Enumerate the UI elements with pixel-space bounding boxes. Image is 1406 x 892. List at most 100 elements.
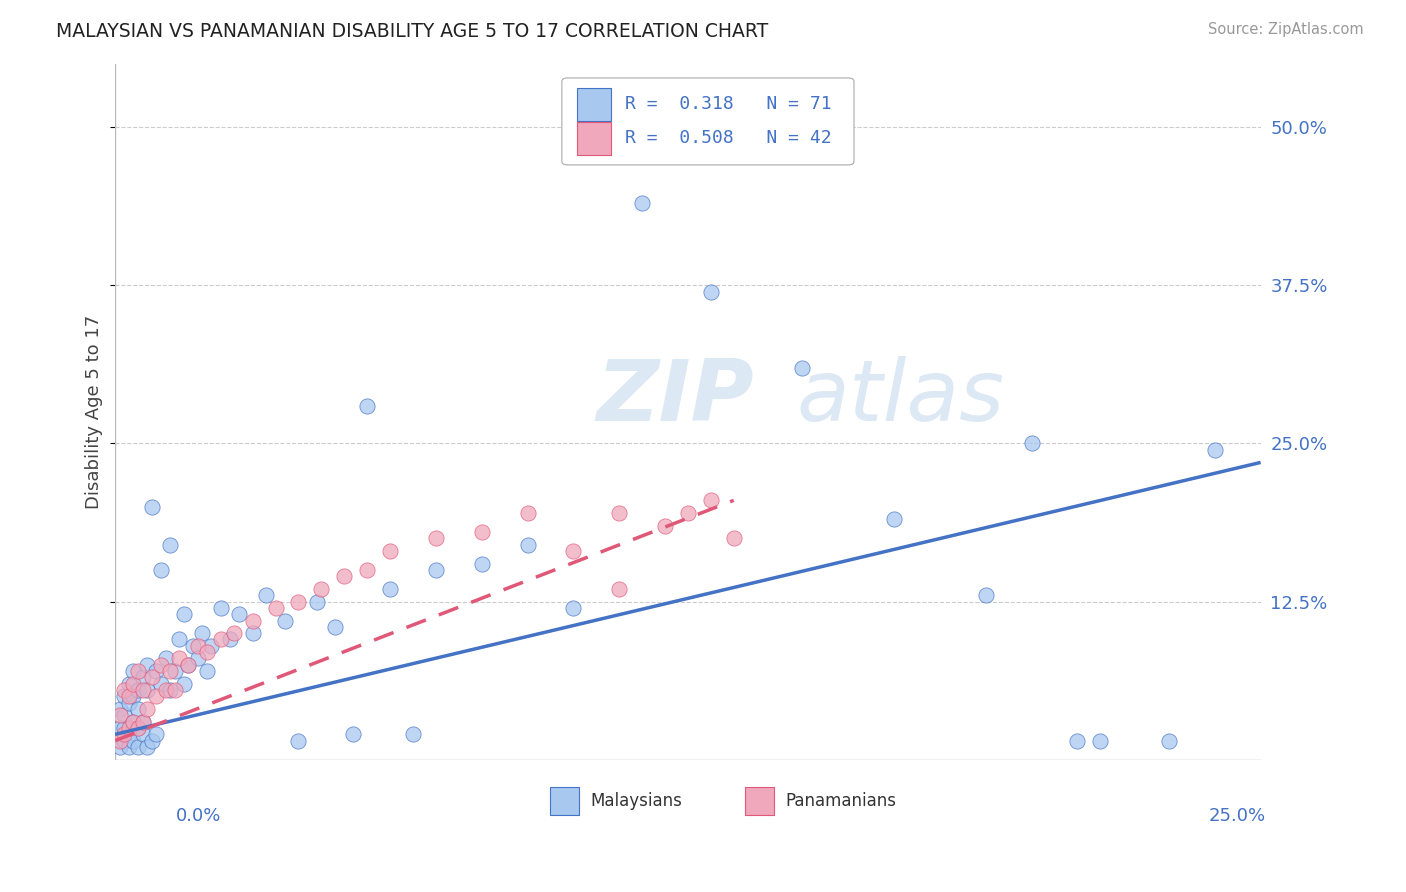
Point bbox=[224, 626, 246, 640]
Point bbox=[131, 714, 153, 729]
Point bbox=[425, 531, 447, 545]
Point bbox=[131, 670, 153, 684]
Point bbox=[631, 196, 654, 211]
Point bbox=[145, 664, 167, 678]
Point bbox=[1066, 733, 1088, 747]
Text: Malaysians: Malaysians bbox=[591, 792, 682, 810]
Point bbox=[173, 677, 195, 691]
Text: 0.0%: 0.0% bbox=[176, 807, 221, 825]
Point bbox=[1090, 733, 1112, 747]
Point bbox=[159, 538, 181, 552]
Text: R =  0.508   N = 42: R = 0.508 N = 42 bbox=[624, 129, 831, 147]
Y-axis label: Disability Age 5 to 17: Disability Age 5 to 17 bbox=[86, 315, 103, 509]
Point bbox=[118, 696, 141, 710]
Point bbox=[425, 563, 447, 577]
Point bbox=[118, 721, 141, 735]
FancyBboxPatch shape bbox=[550, 788, 579, 815]
Text: atlas: atlas bbox=[797, 357, 1005, 440]
FancyBboxPatch shape bbox=[745, 788, 773, 815]
Point bbox=[700, 285, 723, 299]
Point bbox=[131, 714, 153, 729]
Point bbox=[159, 664, 181, 678]
Point bbox=[516, 506, 538, 520]
Point bbox=[516, 538, 538, 552]
Text: Panamanians: Panamanians bbox=[785, 792, 896, 810]
Point bbox=[676, 506, 699, 520]
Point bbox=[112, 708, 135, 723]
Point bbox=[883, 512, 905, 526]
Point bbox=[1021, 436, 1043, 450]
Point bbox=[145, 690, 167, 704]
Point bbox=[127, 664, 149, 678]
Point bbox=[127, 739, 149, 754]
Point bbox=[122, 733, 145, 747]
Point bbox=[187, 639, 209, 653]
Point bbox=[471, 557, 494, 571]
Point bbox=[378, 582, 401, 596]
Point bbox=[792, 360, 814, 375]
Point bbox=[131, 683, 153, 698]
Point bbox=[127, 683, 149, 698]
Point bbox=[155, 651, 177, 665]
Point bbox=[136, 657, 159, 672]
Point bbox=[333, 569, 356, 583]
Point bbox=[141, 733, 163, 747]
Point bbox=[195, 664, 218, 678]
Point bbox=[169, 632, 191, 647]
Point bbox=[311, 582, 333, 596]
Point bbox=[136, 739, 159, 754]
Point bbox=[323, 620, 346, 634]
Point bbox=[108, 733, 131, 747]
Point bbox=[200, 639, 222, 653]
Point bbox=[173, 607, 195, 622]
Point bbox=[1204, 442, 1226, 457]
Point bbox=[122, 714, 145, 729]
Point bbox=[402, 727, 425, 741]
Point bbox=[177, 657, 200, 672]
FancyBboxPatch shape bbox=[576, 122, 612, 155]
Point bbox=[118, 690, 141, 704]
Point bbox=[122, 690, 145, 704]
Point bbox=[149, 563, 172, 577]
Point bbox=[607, 582, 630, 596]
Point bbox=[108, 721, 131, 735]
Point bbox=[191, 626, 214, 640]
Point bbox=[654, 518, 676, 533]
Point bbox=[141, 500, 163, 514]
Point bbox=[607, 506, 630, 520]
Point bbox=[242, 626, 264, 640]
Point bbox=[145, 727, 167, 741]
Point bbox=[187, 651, 209, 665]
Point bbox=[112, 690, 135, 704]
Point bbox=[136, 683, 159, 698]
Text: Source: ZipAtlas.com: Source: ZipAtlas.com bbox=[1208, 22, 1364, 37]
Point bbox=[209, 600, 232, 615]
Point bbox=[108, 702, 131, 716]
Text: ZIP: ZIP bbox=[596, 357, 754, 440]
Text: MALAYSIAN VS PANAMANIAN DISABILITY AGE 5 TO 17 CORRELATION CHART: MALAYSIAN VS PANAMANIAN DISABILITY AGE 5… bbox=[56, 22, 769, 41]
Point bbox=[141, 670, 163, 684]
Point bbox=[149, 677, 172, 691]
Point bbox=[254, 588, 277, 602]
Point bbox=[195, 645, 218, 659]
Point bbox=[112, 721, 135, 735]
Point bbox=[378, 544, 401, 558]
Point bbox=[974, 588, 997, 602]
Point bbox=[118, 727, 141, 741]
Point bbox=[700, 493, 723, 508]
Point bbox=[228, 607, 250, 622]
Point bbox=[127, 702, 149, 716]
Point bbox=[108, 739, 131, 754]
Text: R =  0.318   N = 71: R = 0.318 N = 71 bbox=[624, 95, 831, 113]
Point bbox=[242, 614, 264, 628]
Point bbox=[122, 677, 145, 691]
Point bbox=[131, 727, 153, 741]
Point bbox=[127, 721, 149, 735]
Point bbox=[287, 733, 309, 747]
Point bbox=[159, 683, 181, 698]
Point bbox=[181, 639, 204, 653]
Point bbox=[118, 739, 141, 754]
Point bbox=[177, 657, 200, 672]
Text: 25.0%: 25.0% bbox=[1208, 807, 1265, 825]
FancyBboxPatch shape bbox=[576, 87, 612, 121]
